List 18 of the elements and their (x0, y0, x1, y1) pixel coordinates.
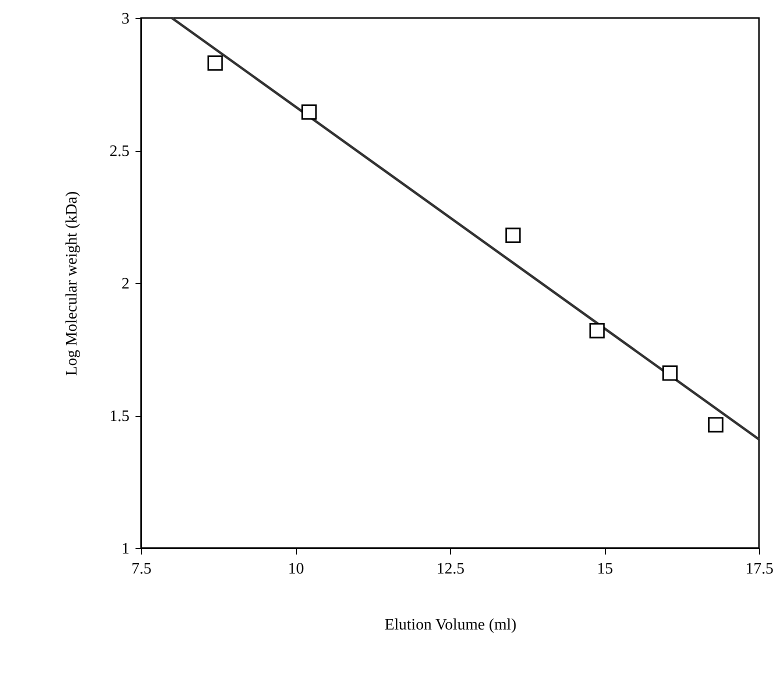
y-tick-label: 2 (122, 276, 130, 292)
x-tick-label: 12.5 (436, 560, 464, 578)
point (708, 417, 724, 432)
x-tick-label: 10 (288, 560, 304, 578)
x-tick-label: 15 (597, 560, 613, 578)
x-axis-title: Elution Volume (ml) (384, 616, 516, 634)
x-tick-label: 17.5 (746, 560, 774, 578)
x-tick-label: 7.5 (132, 560, 152, 578)
point (662, 365, 678, 381)
point (505, 228, 521, 243)
y-tick-label: 2.5 (110, 143, 130, 160)
point (589, 323, 605, 338)
y-tick-label: 3 (122, 10, 130, 28)
y-tick-label: 1 (122, 540, 130, 558)
y-axis-title: Log Molecular weight (kDa) (64, 191, 80, 376)
y-tick-label: 1.5 (110, 408, 130, 425)
point (301, 104, 317, 120)
point (207, 55, 223, 71)
